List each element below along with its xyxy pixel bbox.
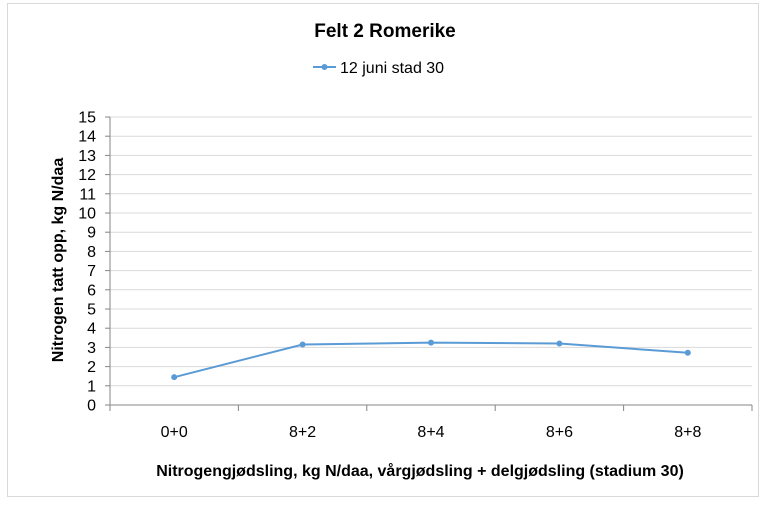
series-group bbox=[171, 339, 691, 381]
chart-frame bbox=[7, 3, 759, 497]
y-tick-label: 2 bbox=[87, 359, 96, 376]
x-tick-label: 8+8 bbox=[674, 424, 701, 441]
data-point bbox=[171, 374, 178, 381]
gridlines bbox=[110, 116, 752, 387]
x-tick-label: 8+4 bbox=[417, 424, 444, 441]
y-tick-label: 13 bbox=[78, 148, 96, 165]
data-point bbox=[299, 341, 306, 348]
y-tick-label: 11 bbox=[79, 186, 96, 203]
y-tick-label: 6 bbox=[87, 282, 96, 299]
axes bbox=[105, 116, 753, 411]
data-point bbox=[684, 349, 691, 356]
legend-point-marker bbox=[321, 64, 328, 70]
y-tick-label: 7 bbox=[87, 263, 96, 280]
x-axis-title: Nitrogengjødsling, kg N/daa, vårgjødslin… bbox=[156, 462, 684, 480]
x-tick-label: 8+2 bbox=[289, 424, 316, 441]
x-tick-labels: 0+0 8+2 8+4 8+6 8+8 bbox=[161, 424, 702, 441]
legend: 12 juni stad 30 bbox=[313, 60, 444, 77]
y-tick-label: 3 bbox=[87, 340, 96, 357]
y-tick-label: 9 bbox=[87, 225, 96, 242]
x-tick-label: 0+0 bbox=[161, 424, 188, 441]
y-tick-label: 4 bbox=[87, 321, 96, 338]
y-tick-label: 5 bbox=[87, 302, 96, 319]
y-tick-label: 15 bbox=[78, 110, 96, 127]
data-point bbox=[428, 339, 434, 346]
y-axis-title: Nitrogen tatt opp, kg N/daa bbox=[50, 158, 67, 363]
chart-title: Felt 2 Romerike bbox=[314, 21, 456, 42]
y-tick-label: 0 bbox=[87, 398, 96, 415]
y-tick-label: 10 bbox=[78, 206, 96, 223]
legend-entry: 12 juni stad 30 bbox=[340, 60, 444, 77]
y-tick-label: 8 bbox=[87, 244, 96, 261]
y-tick-label: 12 bbox=[78, 167, 96, 184]
data-point bbox=[556, 340, 563, 347]
y-tick-label: 14 bbox=[78, 129, 96, 146]
x-tick-label: 8+6 bbox=[546, 424, 573, 441]
y-tick-label: 1 bbox=[87, 378, 96, 395]
